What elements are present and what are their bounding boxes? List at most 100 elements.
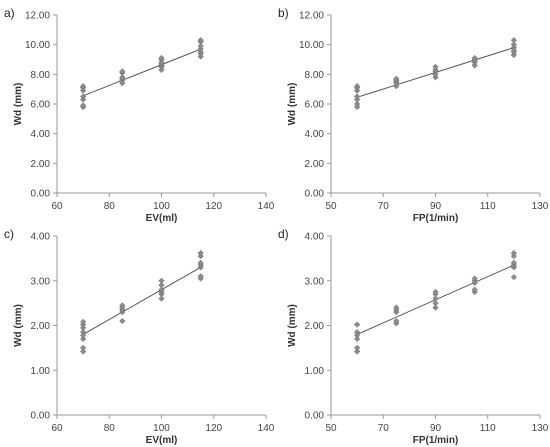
data-point — [197, 259, 204, 267]
data-point — [353, 100, 361, 108]
data-point — [353, 93, 361, 100]
y-tick-label: 4.00 — [305, 232, 325, 243]
data-point — [119, 74, 126, 81]
x-tick-label: 70 — [378, 423, 390, 434]
x-tick-label: 140 — [258, 201, 275, 212]
y-tick-label: 4.00 — [31, 232, 51, 243]
trendline — [82, 266, 201, 335]
y-tick-label: 3.00 — [305, 276, 325, 287]
x-tick-label: 60 — [51, 423, 63, 434]
y-tick-label: 0.00 — [305, 411, 325, 422]
y-tick-label: 3.00 — [31, 276, 51, 287]
chart-panel-2: b) 0.00 2.00 4.00 6.00 8.00 10.00 12.00 50 70 90 11… — [278, 6, 549, 224]
panel-label: a) — [4, 6, 15, 20]
chart-panel-4: d) 0.00 1.00 2.00 3.00 4.00 50 70 90 110 130 FP(1/m… — [278, 227, 549, 446]
y-axis-label: Wd (mm) — [287, 304, 298, 347]
x-tick-label: 100 — [153, 201, 170, 212]
y-tick-label: 2.00 — [305, 321, 325, 332]
data-point — [119, 302, 126, 309]
data-point — [158, 277, 165, 284]
data-point — [119, 317, 126, 325]
trendline — [82, 48, 201, 97]
data-point — [510, 259, 518, 267]
x-tick-label: 130 — [532, 201, 549, 212]
data-point — [197, 249, 204, 257]
data-point — [393, 304, 400, 311]
y-tick-label: 0.00 — [31, 411, 51, 422]
x-tick-label: 70 — [378, 201, 390, 212]
data-point — [119, 68, 126, 75]
y-tick-label: 12.00 — [25, 11, 50, 22]
x-axis-label: EV(ml) — [146, 435, 178, 446]
data-point — [432, 304, 439, 311]
y-tick-label: 1.00 — [31, 366, 51, 377]
y-tick-label: 2.00 — [31, 159, 51, 170]
data-point — [158, 295, 165, 302]
y-tick-label: 2.00 — [305, 159, 325, 170]
data-point — [79, 318, 87, 326]
data-point — [353, 321, 361, 328]
data-point — [79, 348, 87, 355]
x-tick-label: 80 — [104, 423, 116, 434]
data-point — [197, 42, 204, 50]
panel-label: b) — [278, 6, 289, 20]
data-point — [79, 102, 87, 109]
y-tick-label: 8.00 — [305, 70, 325, 81]
x-axis-label: FP(1/min) — [413, 213, 459, 224]
data-point — [79, 329, 87, 336]
y-tick-label: 10.00 — [299, 40, 324, 51]
y-tick-label: 2.00 — [31, 321, 51, 332]
x-tick-label: 100 — [153, 423, 170, 434]
y-tick-label: 8.00 — [31, 70, 51, 81]
x-tick-label: 50 — [325, 201, 337, 212]
data-point — [353, 344, 361, 352]
data-point — [432, 299, 439, 307]
y-axis-label: Wd (mm) — [287, 83, 298, 126]
data-point — [393, 75, 400, 82]
data-point — [471, 54, 478, 62]
data-point — [353, 83, 361, 90]
data-point — [197, 273, 204, 280]
data-point — [353, 335, 361, 343]
y-tick-label: 4.00 — [31, 129, 51, 140]
x-tick-label: 120 — [205, 201, 222, 212]
data-point — [79, 83, 87, 90]
data-point — [471, 286, 478, 293]
x-tick-label: 110 — [480, 423, 496, 434]
data-point — [197, 37, 204, 44]
data-point — [510, 249, 518, 257]
data-point — [432, 63, 439, 71]
data-point — [510, 274, 518, 281]
x-tick-label: 80 — [104, 201, 116, 212]
data-point — [353, 329, 361, 336]
y-axis-label: Wd (mm) — [13, 304, 24, 347]
data-point — [158, 282, 165, 289]
y-tick-label: 0.00 — [305, 189, 325, 200]
data-point — [432, 295, 439, 302]
x-axis-label: EV(ml) — [146, 213, 178, 224]
y-axis-label: Wd (mm) — [13, 83, 24, 126]
data-point — [158, 286, 165, 293]
x-tick-label: 120 — [205, 423, 222, 434]
data-point — [79, 335, 87, 343]
x-axis-label: FP(1/min) — [413, 435, 459, 446]
chart-panel-3: c) 0.00 1.00 2.00 3.00 4.00 60 80 100 120 140 EV(ml… — [4, 227, 275, 446]
y-tick-label: 6.00 — [305, 100, 325, 111]
panel-label: c) — [4, 227, 14, 241]
chart-panel-1: a) 0.00 2.00 4.00 6.00 8.00 10.00 12.00 60 80 100 1… — [4, 6, 275, 224]
y-tick-label: 12.00 — [299, 11, 324, 22]
data-point — [510, 41, 518, 48]
data-point — [471, 275, 478, 282]
data-point — [432, 288, 439, 296]
data-point — [158, 54, 165, 62]
x-tick-label: 90 — [430, 201, 442, 212]
x-tick-label: 60 — [51, 201, 63, 212]
x-tick-label: 140 — [258, 423, 275, 434]
data-point — [510, 37, 518, 44]
data-point — [79, 344, 87, 352]
y-tick-label: 10.00 — [25, 40, 50, 51]
data-point — [353, 348, 361, 355]
data-point — [393, 317, 400, 325]
x-tick-label: 90 — [430, 423, 442, 434]
